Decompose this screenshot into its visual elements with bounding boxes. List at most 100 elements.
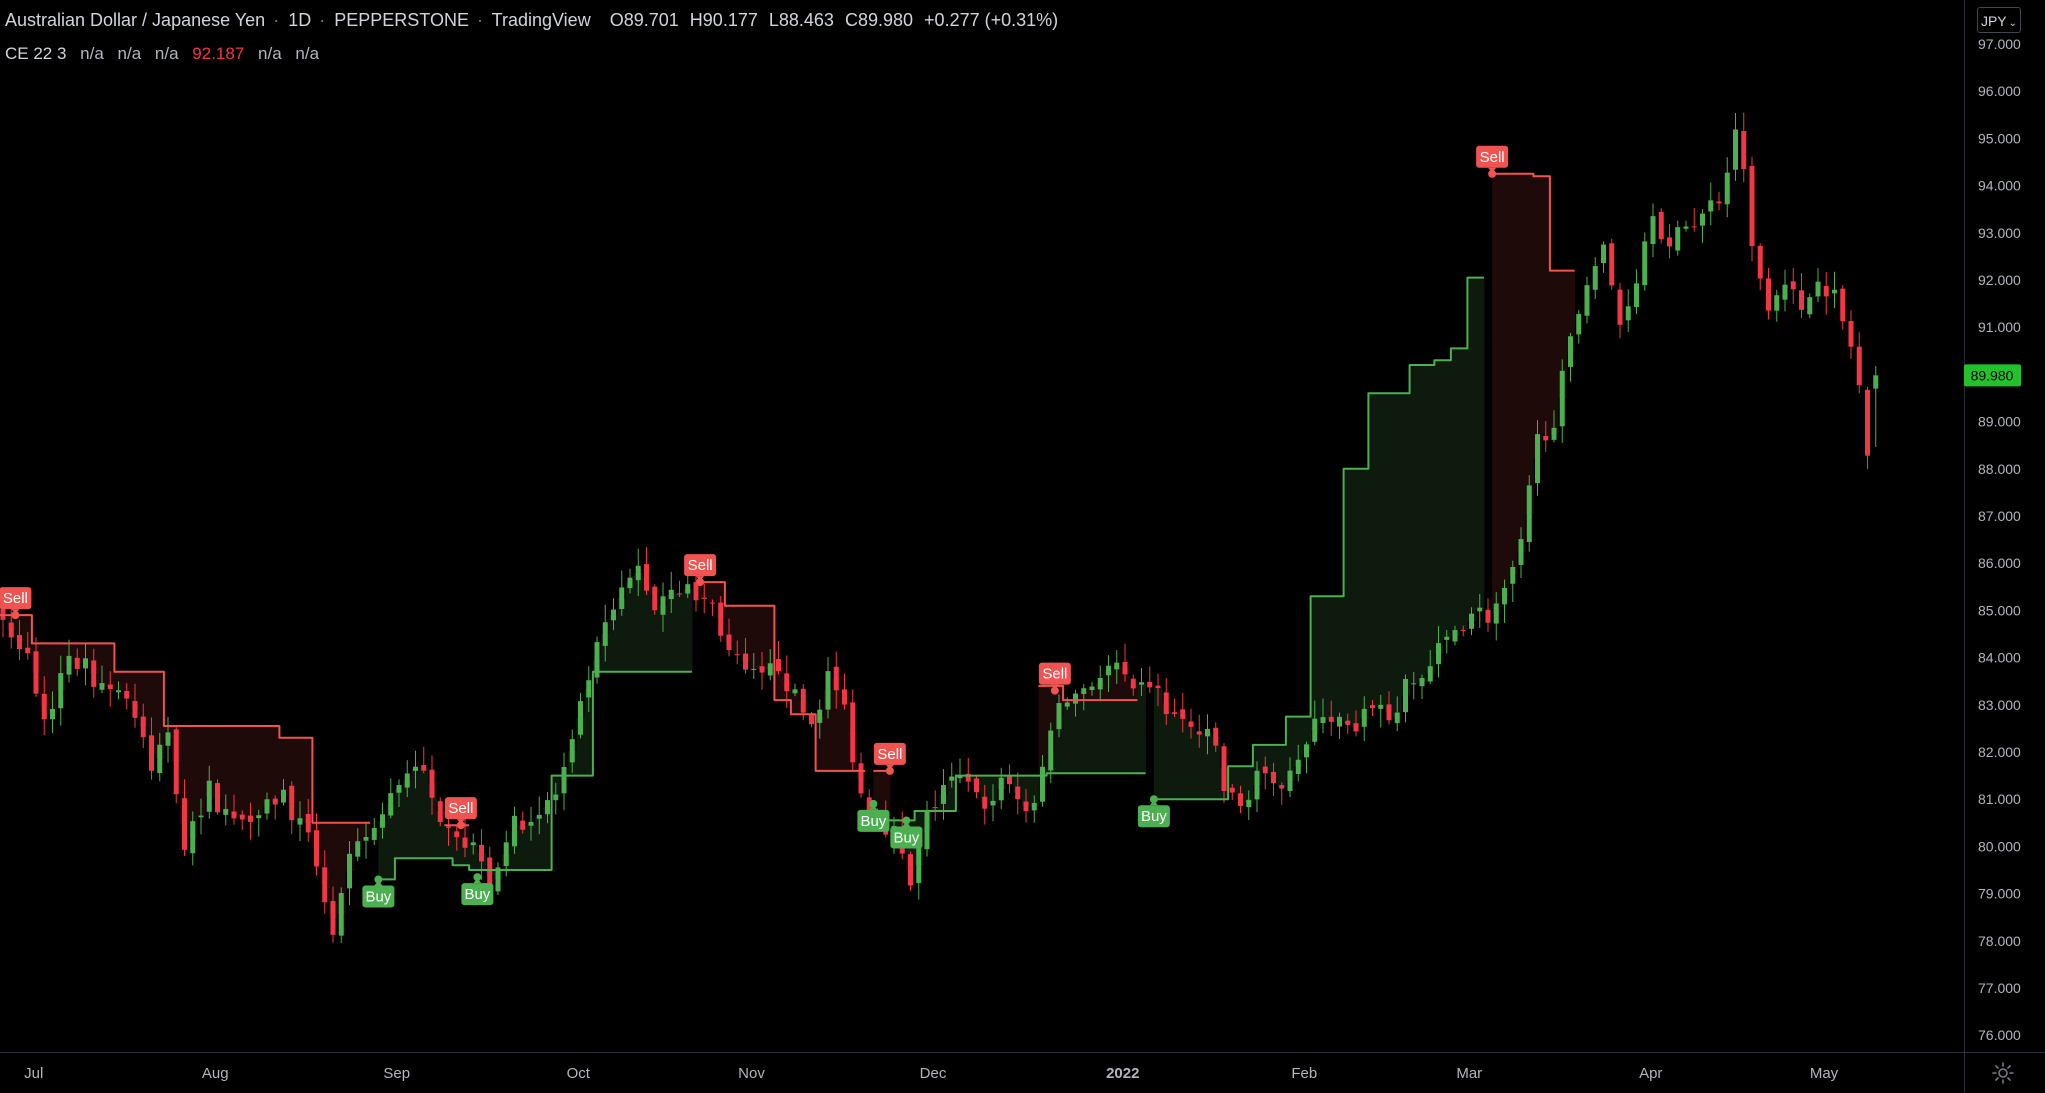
candle-body [1007, 775, 1012, 785]
candle-body [767, 663, 773, 676]
long-stop-fill [1137, 683, 1147, 774]
last-price-label: 89.980 [1971, 367, 2014, 383]
candle-body [825, 671, 831, 710]
candle-body [487, 857, 493, 893]
time-tick-label: Jul [24, 1065, 43, 1082]
candle-body [1741, 130, 1747, 170]
chart-legend: Australian Dollar / Japanese Yen · 1D · PE… [5, 10, 1064, 31]
candle-body [1493, 603, 1499, 624]
short-stop-fill [708, 582, 718, 604]
candle-body [1601, 244, 1606, 264]
candle-body [957, 775, 963, 779]
candle-body [1848, 320, 1854, 347]
candle-body [165, 732, 171, 746]
indicator-value: n/a [154, 44, 179, 63]
candle-body [1188, 721, 1194, 727]
candle-body [1774, 295, 1780, 311]
long-stop-fill [1269, 744, 1279, 778]
candle-body [1724, 172, 1730, 205]
long-stop-fill [1120, 668, 1130, 774]
candle-body [998, 777, 1004, 801]
candle-body [668, 589, 674, 600]
candle-body [1749, 165, 1755, 247]
candle-body [1040, 766, 1045, 802]
candle-body [545, 800, 550, 815]
signal-label: Buy [893, 829, 919, 846]
indicator-legend[interactable]: CE 22 3 n/a n/a n/a 92.187 n/a n/a [5, 44, 328, 64]
short-stop-fill [205, 726, 214, 797]
signal-label: Buy [860, 813, 886, 830]
indicator-name[interactable]: CE 22 3 [5, 44, 67, 63]
interval[interactable]: 1D [288, 10, 312, 30]
long-stop-fill [1104, 670, 1114, 774]
candle-body [561, 766, 567, 794]
short-stop-fill [279, 737, 289, 797]
symbol-name[interactable]: Australian Dollar / Japanese Yen [5, 10, 266, 30]
short-stop-fill [757, 605, 767, 670]
candle-body [99, 683, 105, 690]
gear-icon[interactable] [1991, 1061, 2015, 1085]
candle-body [157, 744, 163, 774]
short-stop-fill [873, 770, 883, 817]
candle-body [1584, 285, 1590, 316]
candle-body [281, 789, 286, 803]
candle-body [1205, 728, 1210, 737]
long-stop-fill [419, 767, 429, 859]
price-tick-label: 78.000 [1978, 933, 2021, 949]
short-stop-fill [741, 605, 751, 662]
time-tick-label: Sep [383, 1065, 410, 1082]
candle-body [1337, 716, 1342, 727]
short-stop-fill [1508, 173, 1518, 576]
candle-body [380, 814, 385, 828]
indicator-value: n/a [80, 44, 104, 63]
candle-body [223, 809, 229, 815]
candle-body [553, 794, 559, 801]
candle-body [404, 773, 410, 788]
candle-body [1460, 629, 1466, 631]
long-stop-fill [658, 605, 668, 672]
candle-body [149, 735, 154, 771]
candle-body [1650, 216, 1656, 245]
short-stop-fill [155, 671, 165, 759]
signal-dot [374, 875, 383, 884]
short-stop-fill [196, 726, 206, 817]
long-stop-fill [411, 768, 421, 859]
short-stop-fill [1566, 270, 1576, 352]
price-tick-label: 79.000 [1978, 886, 2021, 902]
sell-signal: Sell [444, 797, 477, 830]
candle-body [1609, 243, 1615, 286]
time-tick-label: Aug [202, 1065, 229, 1082]
long-stop-fill [1384, 393, 1394, 713]
candle-body [1617, 289, 1623, 325]
candle-body [974, 778, 979, 793]
candle-body [800, 688, 806, 713]
price-axis[interactable]: 76.000 77.000 78.000 79.000 80.000 81.000 82.0… [1978, 36, 2021, 1043]
short-stop-fill [1046, 685, 1056, 751]
candle-body [1642, 241, 1648, 286]
candle-body [982, 796, 988, 809]
candle-body [429, 769, 435, 798]
currency-button[interactable]: JPY ⌄ [1977, 7, 2021, 33]
candle-body [850, 702, 856, 763]
candle-body [842, 689, 847, 705]
signal-box [1137, 805, 1170, 828]
indicator-value: n/a [295, 44, 320, 63]
candle-body [124, 691, 130, 699]
long-stop-line [881, 772, 1146, 822]
candle-body [1361, 708, 1367, 727]
time-axis[interactable]: Jul Aug Sep Oct Nov Dec 2022 Feb Mar Apr May [24, 1065, 1839, 1082]
indicator-value: n/a [258, 44, 282, 63]
short-stop-fill [147, 671, 157, 754]
candle-body [1353, 723, 1359, 732]
candle-body [701, 597, 707, 599]
long-stop-fill [1302, 716, 1312, 751]
signal-pointer [885, 764, 894, 770]
candlesticks [0, 112, 1879, 944]
candle-body [635, 565, 641, 581]
candle-body [1625, 306, 1631, 321]
signal-pointer [1050, 684, 1059, 690]
signal-pointer [696, 576, 705, 582]
candle-body [652, 586, 658, 611]
long-stop-fill [1285, 716, 1295, 781]
